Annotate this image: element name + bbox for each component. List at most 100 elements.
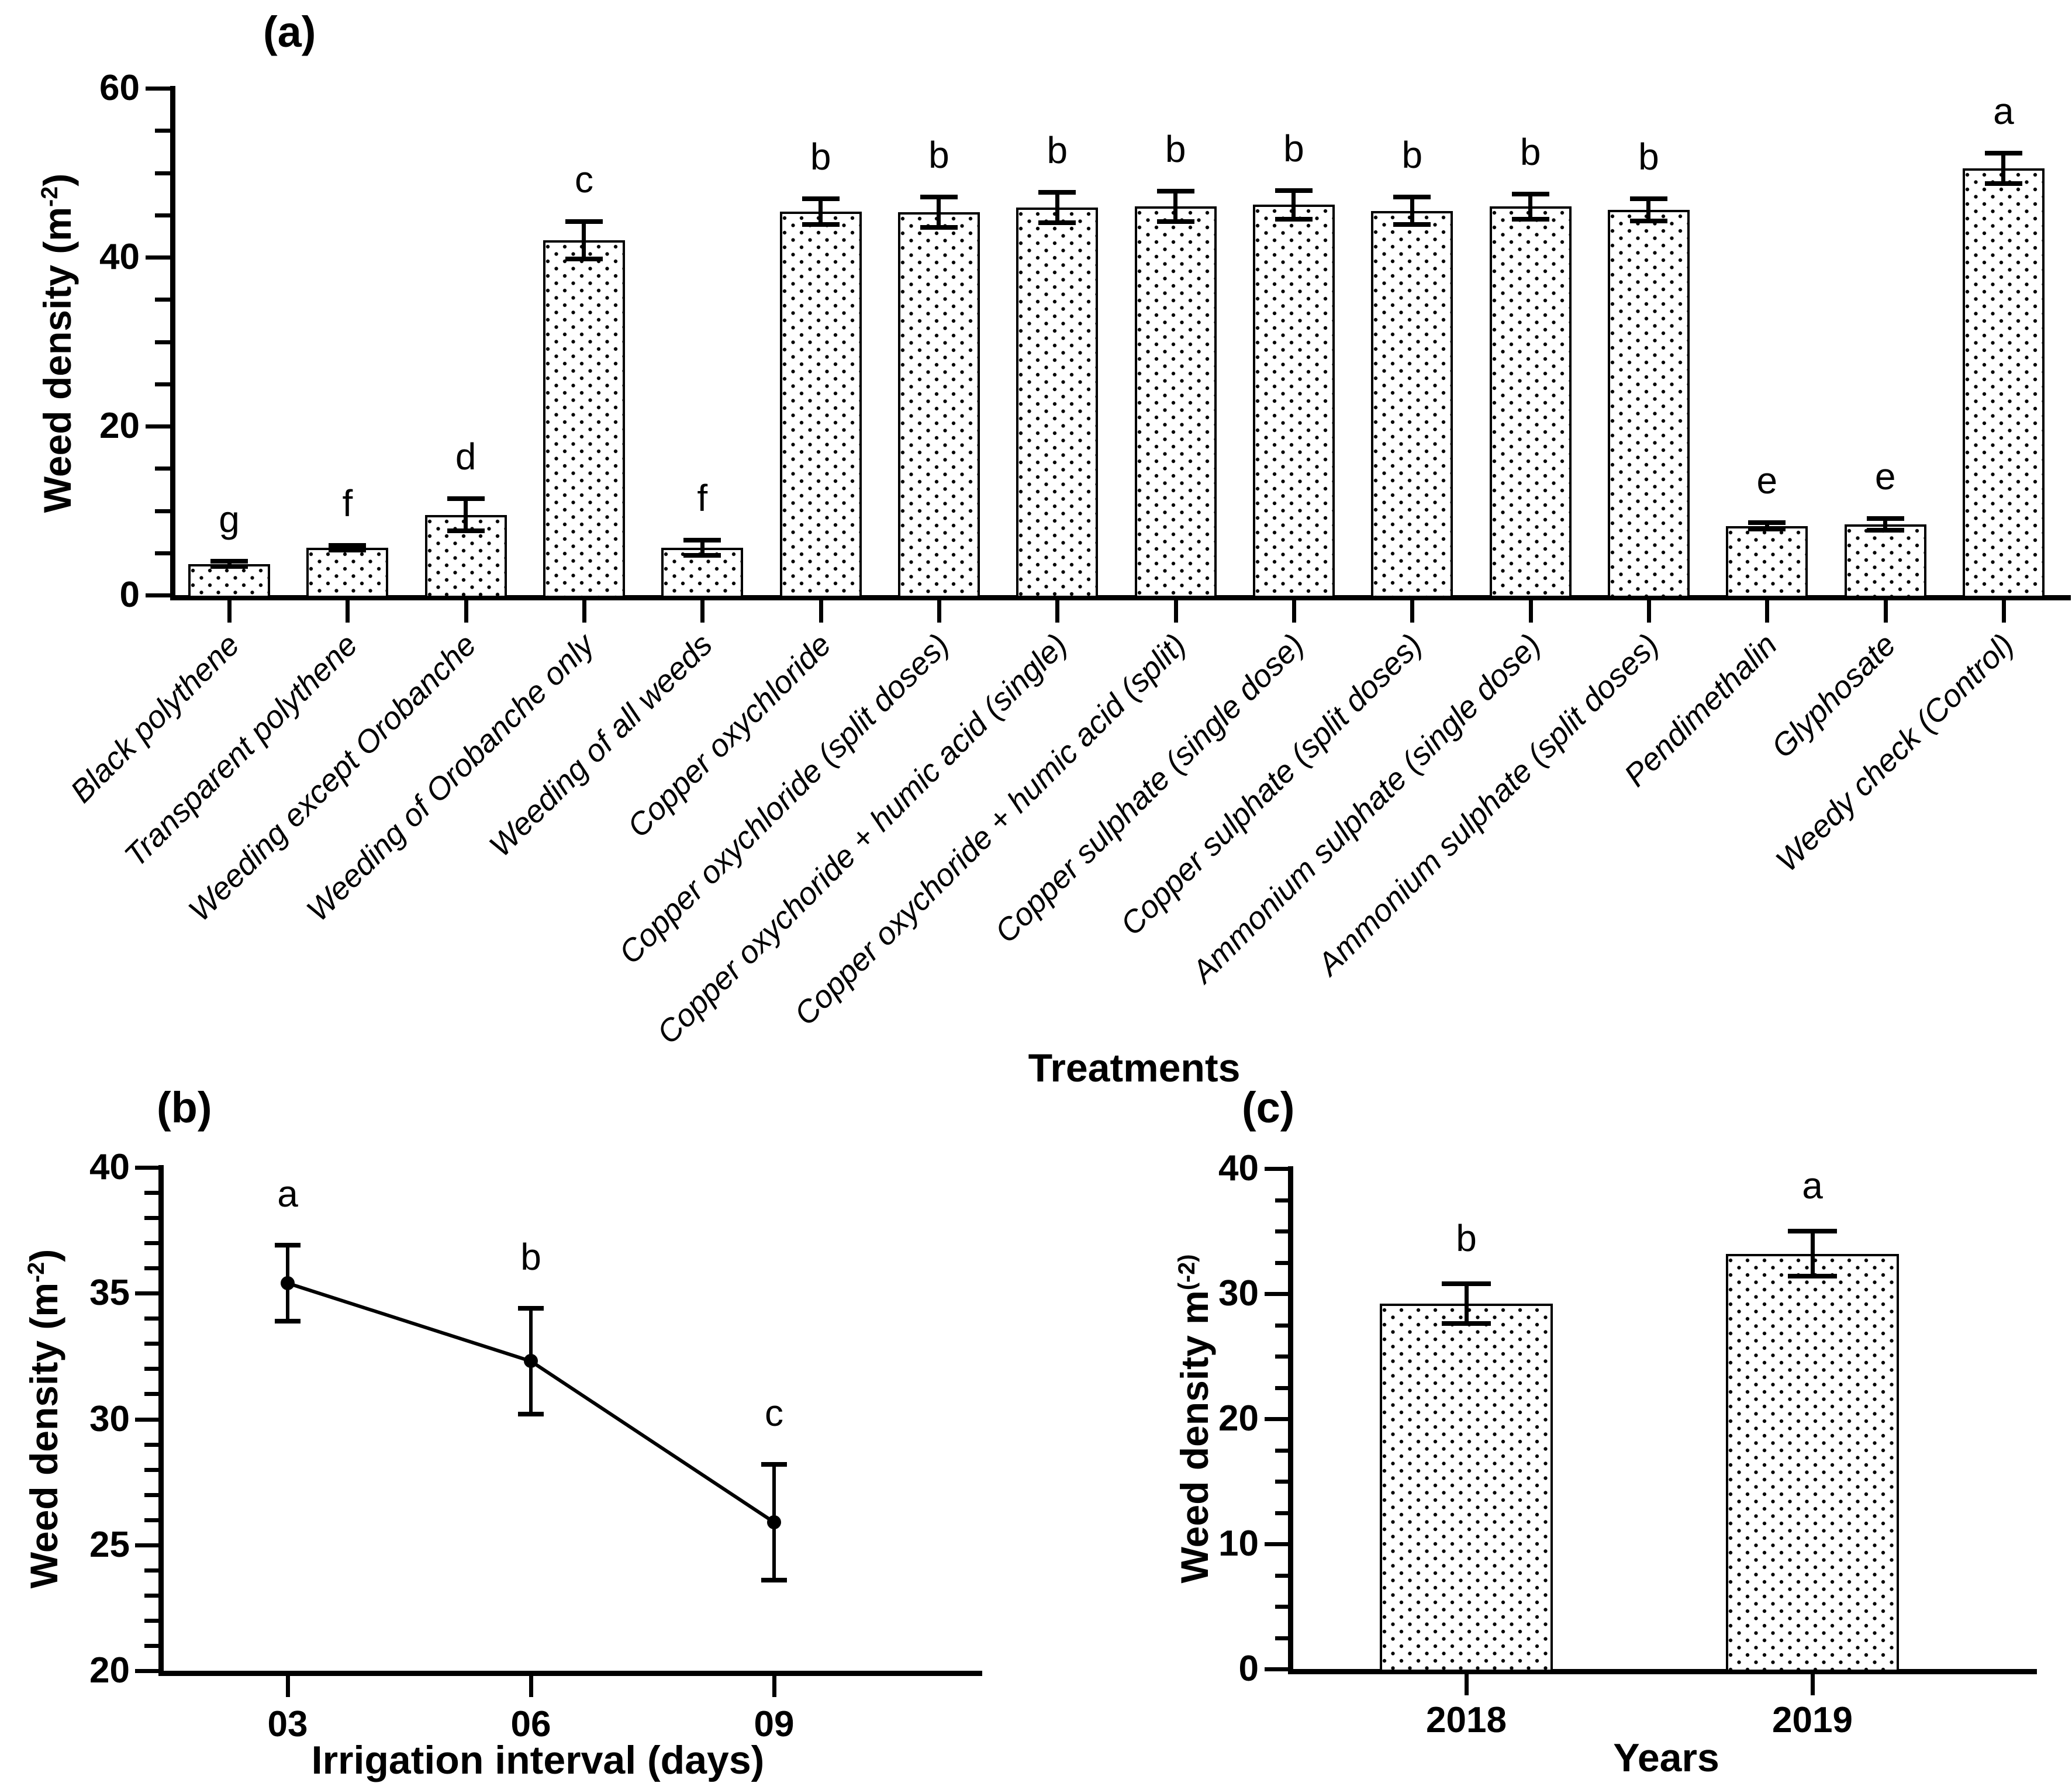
x-tick (1646, 600, 1651, 623)
significance-letter: b (1520, 130, 1541, 173)
error-bar-cap-bottom (802, 222, 840, 227)
panel-b-x-axis-title: Irrigation interval (days) (311, 1738, 765, 1782)
error-bar-cap-top (329, 542, 367, 548)
y-tick-label: 20 (1218, 1398, 1259, 1439)
x-tick (1765, 600, 1770, 623)
x-axis-line (1288, 1669, 2037, 1674)
x-tick (227, 600, 232, 623)
error-bar-cap-bottom (1442, 1321, 1491, 1326)
x-tick (1173, 600, 1178, 623)
error-bar-cap-bottom (1866, 527, 1904, 533)
y-major-tick (135, 1291, 158, 1296)
y-minor-tick (144, 1392, 158, 1397)
bar (543, 240, 625, 598)
y-major-tick (135, 1417, 158, 1422)
y-major-tick (1265, 1417, 1288, 1421)
y-minor-tick (1275, 1229, 1288, 1233)
error-bar-cap-top (683, 538, 721, 543)
y-major-tick (146, 255, 170, 260)
y-minor-tick (144, 1442, 158, 1447)
y-major-tick (135, 1669, 158, 1673)
y-minor-tick (155, 213, 170, 217)
y-major-tick (135, 1166, 158, 1170)
panel-c-label: (c) (1242, 1083, 1295, 1132)
significance-letter: b (520, 1236, 541, 1278)
significance-letter: e (1756, 459, 1778, 502)
x-tick (819, 600, 823, 623)
x-tick-label: 06 (510, 1704, 551, 1744)
y-major-tick (1265, 1542, 1288, 1546)
y-minor-tick (1275, 1385, 1288, 1390)
y-tick-label: 35 (89, 1273, 130, 1314)
error-bar-line (1464, 1283, 1469, 1324)
x-tick (700, 600, 705, 623)
error-bar-line (2001, 153, 2006, 184)
significance-letter: f (342, 482, 353, 524)
error-bar-cap-bottom (329, 548, 367, 553)
error-bar-cap-top (1866, 516, 1904, 521)
y-major-tick (1265, 1292, 1288, 1296)
y-minor-tick (155, 509, 170, 513)
panel-b-label: (b) (157, 1083, 212, 1132)
error-bar-cap-top (1984, 151, 2022, 156)
panel-a-x-axis-title: Treatments (1028, 1046, 1241, 1090)
bar (1489, 206, 1572, 598)
bar (1607, 210, 1690, 598)
y-minor-tick (144, 1266, 158, 1271)
y-tick-label: 10 (1218, 1523, 1259, 1564)
x-tick (1811, 1674, 1815, 1695)
error-bar-cap-bottom (761, 1578, 787, 1583)
error-bar-cap-bottom (1629, 218, 1667, 223)
error-bar-line (1055, 192, 1059, 223)
x-tick (1528, 600, 1533, 623)
x-tick (582, 600, 586, 623)
y-minor-tick (1275, 1511, 1288, 1515)
x-tick (1055, 600, 1060, 623)
y-minor-tick (144, 1316, 158, 1321)
significance-letter: b (810, 136, 831, 178)
error-bar-line (937, 197, 941, 228)
bar (1380, 1304, 1553, 1672)
y-minor-tick (144, 1568, 158, 1573)
y-minor-tick (155, 466, 170, 471)
error-bar-cap-top (210, 559, 248, 564)
y-minor-tick (155, 551, 170, 555)
y-minor-tick (1275, 1198, 1288, 1202)
error-bar-line (464, 499, 468, 531)
x-tick (1883, 600, 1888, 623)
x-tick (529, 1676, 533, 1697)
error-bar-cap-top (1156, 189, 1194, 194)
y-tick-label: 60 (99, 68, 140, 108)
error-bar-cap-bottom (1984, 181, 2022, 186)
x-tick-label: 2019 (1772, 1700, 1853, 1740)
bar (1962, 168, 2045, 598)
x-tick (1465, 1674, 1469, 1695)
bar (779, 211, 862, 598)
significance-letter: e (1874, 455, 1896, 497)
bar (897, 212, 980, 598)
x-tick (286, 1676, 290, 1697)
y-minor-tick (1275, 1260, 1288, 1265)
error-bar-cap-top (565, 219, 603, 224)
significance-letter: b (1283, 127, 1304, 170)
error-bar-cap-top (1748, 520, 1786, 526)
x-tick (1291, 600, 1296, 623)
error-bar-line (1646, 199, 1651, 221)
error-bar-cap-bottom (565, 256, 603, 261)
y-tick-label: 25 (89, 1524, 130, 1565)
y-major-tick (135, 1543, 158, 1547)
error-bar-line (1291, 190, 1296, 219)
y-minor-tick (144, 1618, 158, 1623)
y-tick-label: 40 (89, 1147, 130, 1187)
y-minor-tick (1275, 1323, 1288, 1328)
y-minor-tick (144, 1342, 158, 1346)
significance-letter: c (574, 158, 593, 201)
y-tick-label: 30 (89, 1398, 130, 1439)
error-bar-cap-top (1788, 1229, 1837, 1233)
y-minor-tick (1275, 1636, 1288, 1640)
y-major-tick (146, 87, 170, 91)
significance-letter: b (1401, 134, 1423, 177)
error-bar-cap-top (1442, 1281, 1491, 1286)
error-bar-line (582, 222, 586, 259)
